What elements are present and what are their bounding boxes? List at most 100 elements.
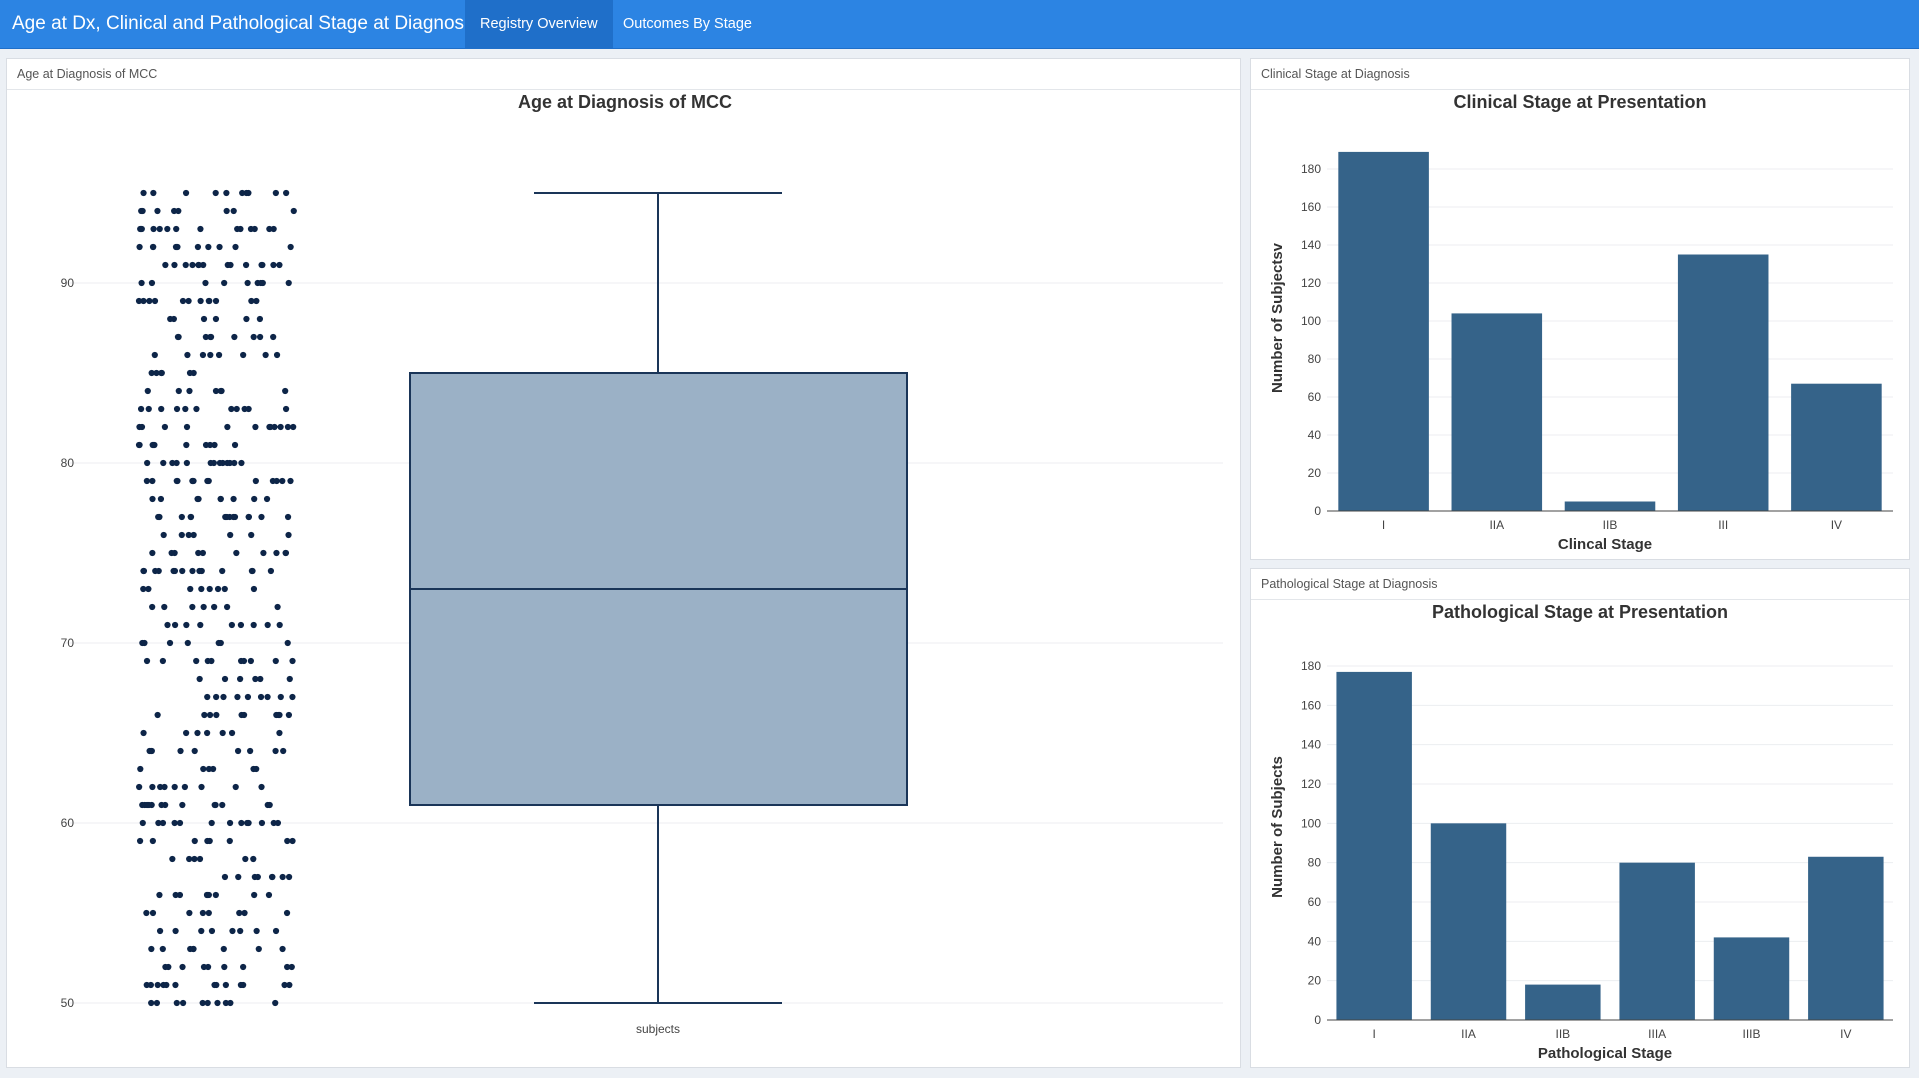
- age-data-point: [247, 657, 254, 665]
- age-data-point: [250, 765, 257, 773]
- age-data-point: [212, 297, 220, 305]
- age-data-point: [214, 585, 222, 593]
- age-data-point: [237, 927, 244, 935]
- clinical-bar[interactable]: [1677, 254, 1769, 512]
- age-data-point: [237, 675, 244, 683]
- pathological-y-axis-title: Number of Subjects: [1269, 756, 1286, 898]
- pathological-bar[interactable]: [1430, 823, 1507, 1020]
- age-data-point: [215, 639, 222, 647]
- age-data-point: [284, 513, 292, 521]
- age-data-point: [284, 837, 291, 845]
- age-data-point: [156, 927, 164, 935]
- pathological-bar[interactable]: [1336, 671, 1412, 1020]
- age-data-point: [184, 639, 191, 647]
- age-data-point: [149, 441, 156, 449]
- age-data-point: [189, 477, 196, 485]
- clinical-bar[interactable]: [1564, 501, 1656, 512]
- age-data-point: [272, 747, 279, 755]
- age-data-point: [177, 747, 184, 755]
- clinical-bar[interactable]: [1451, 313, 1543, 511]
- age-data-point: [217, 495, 224, 503]
- age-data-point: [205, 909, 212, 917]
- age-data-point: [178, 531, 185, 539]
- age-data-point: [189, 567, 196, 575]
- age-data-point: [185, 297, 192, 305]
- age-data-point: [220, 945, 227, 953]
- age-data-point: [224, 423, 231, 431]
- pathological-y-tick-label: 20: [1308, 974, 1322, 988]
- age-data-point: [280, 747, 287, 755]
- age-data-point: [157, 783, 164, 791]
- age-data-point: [169, 855, 176, 863]
- age-data-point: [144, 459, 151, 467]
- age-data-point: [204, 477, 211, 485]
- age-data-point: [211, 603, 218, 611]
- age-data-point: [290, 207, 297, 215]
- age-data-point: [240, 981, 247, 989]
- age-data-point: [207, 351, 214, 359]
- clinical-bar[interactable]: [1338, 151, 1429, 511]
- clinical-bar[interactable]: [1791, 383, 1882, 511]
- age-data-point: [155, 819, 162, 827]
- age-data-point: [159, 945, 166, 953]
- age-data-point: [234, 747, 242, 755]
- age-data-point: [211, 801, 218, 809]
- age-data-point: [284, 639, 291, 647]
- age-data-point: [237, 225, 244, 233]
- pathological-bar[interactable]: [1713, 937, 1790, 1020]
- age-data-point: [183, 621, 190, 629]
- age-data-point: [267, 423, 274, 431]
- age-data-point: [200, 261, 207, 269]
- age-data-point: [263, 495, 271, 503]
- age-data-point: [205, 243, 212, 251]
- age-data-point: [270, 333, 277, 341]
- age-data-point: [161, 423, 169, 431]
- age-data-point: [253, 927, 260, 935]
- age-data-point: [140, 297, 147, 305]
- age-data-point: [251, 495, 258, 503]
- age-data-point: [289, 657, 296, 665]
- age-data-point: [156, 891, 163, 899]
- age-data-point: [264, 693, 271, 701]
- age-data-point: [285, 711, 292, 719]
- age-data-point: [212, 315, 220, 323]
- age-data-point: [199, 549, 206, 557]
- age-data-point: [140, 567, 147, 575]
- age-data-point: [248, 297, 255, 305]
- pathological-bar[interactable]: [1808, 856, 1884, 1020]
- age-data-point: [158, 801, 165, 809]
- age-data-point: [221, 873, 229, 881]
- age-data-point: [251, 873, 258, 881]
- age-y-tick-label: 80: [61, 456, 75, 470]
- age-data-point: [282, 405, 290, 413]
- age-data-point: [171, 819, 178, 827]
- age-data-point: [260, 549, 267, 557]
- age-data-point: [242, 855, 249, 863]
- pathological-bar[interactable]: [1525, 984, 1601, 1020]
- pathological-y-tick-label: 120: [1301, 777, 1321, 791]
- tab-registry-overview[interactable]: Registry Overview: [465, 0, 613, 49]
- age-data-point: [162, 963, 169, 971]
- clinical-chart-title: Clinical Stage at Presentation: [1453, 92, 1706, 112]
- pathological-bar[interactable]: [1619, 862, 1695, 1020]
- age-data-point: [202, 333, 209, 341]
- age-data-point: [136, 441, 143, 449]
- age-data-point: [145, 405, 152, 413]
- age-data-point: [196, 855, 204, 863]
- age-data-point: [282, 549, 289, 557]
- clinical-y-tick-label: 120: [1301, 276, 1321, 290]
- age-data-point: [251, 891, 258, 899]
- age-data-point: [226, 837, 233, 845]
- age-data-point: [196, 567, 203, 575]
- tab-outcomes-by-stage[interactable]: Outcomes By Stage: [623, 16, 752, 32]
- age-data-point: [288, 963, 295, 971]
- age-data-point: [200, 765, 207, 773]
- age-data-point: [162, 261, 169, 269]
- age-data-point: [239, 189, 246, 197]
- age-data-point: [230, 207, 237, 215]
- age-data-point: [257, 675, 264, 683]
- age-data-point: [178, 513, 185, 521]
- age-data-point: [173, 405, 181, 413]
- age-data-point: [216, 459, 223, 467]
- age-data-point: [190, 945, 197, 953]
